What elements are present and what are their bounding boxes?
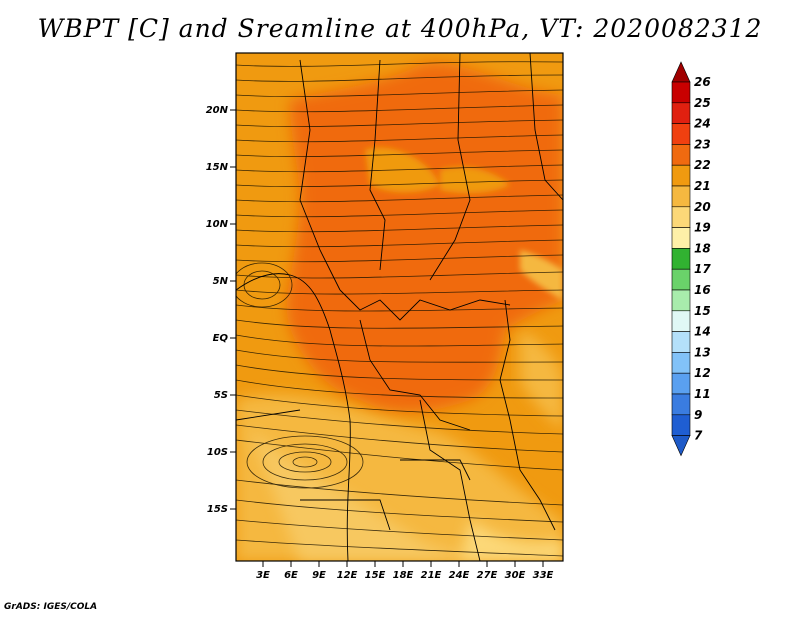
colorbar-label: 26	[694, 75, 711, 89]
colorbar-label: 9	[694, 408, 702, 422]
lon-label: 33E	[533, 570, 554, 581]
colorbar-swatch	[671, 352, 691, 374]
lon-label: 21E	[421, 570, 442, 581]
colorbar-swatch	[671, 185, 691, 208]
colorbar-label: 17	[694, 262, 711, 276]
colorbar-swatch	[671, 164, 691, 187]
colorbar-swatch	[671, 123, 691, 145]
colorbar-label: 13	[694, 345, 711, 359]
colorbar-top-triangle	[671, 61, 691, 83]
lon-label: 24E	[449, 570, 470, 581]
colorbar-swatch	[671, 81, 691, 104]
plot-frame	[235, 52, 564, 562]
lat-label: 15S	[207, 504, 228, 515]
lon-label: 9E	[312, 570, 326, 581]
lat-label: 5S	[214, 390, 228, 401]
colorbar-label: 25	[694, 96, 711, 110]
lon-label: 6E	[284, 570, 298, 581]
colorbar-label: 22	[694, 158, 711, 172]
lon-label: 27E	[477, 570, 498, 581]
colorbar-label: 12	[694, 366, 711, 380]
colorbar-swatch	[671, 310, 691, 332]
colorbar-swatch	[671, 102, 691, 124]
colorbar: 26 25 24 23 22 21 20 19 18 17 16 15 14 13 12 11 9 7	[671, 61, 711, 457]
colorbar-label: 11	[694, 387, 711, 401]
lat-axis: 20N 15N 10N 5N EQ 5S 10S 15S	[206, 105, 236, 515]
colorbar-swatch	[671, 227, 691, 249]
lon-label: 3E	[256, 570, 270, 581]
lat-label: 5N	[213, 276, 229, 287]
colorbar-label: 21	[694, 179, 711, 193]
colorbar-swatch	[671, 268, 691, 291]
colorbar-swatch	[671, 289, 691, 312]
colorbar-swatch	[671, 372, 691, 395]
lon-label: 30E	[505, 570, 526, 581]
lat-label: EQ	[213, 333, 229, 344]
colorbar-swatch	[671, 206, 691, 228]
lat-label: 10S	[207, 447, 228, 458]
colorbar-label: 23	[694, 137, 711, 151]
country-borders	[236, 53, 563, 561]
wbpt-shading	[236, 53, 563, 561]
colorbar-label: 20	[694, 200, 711, 214]
colorbar-label: 14	[694, 325, 711, 339]
colorbar-label: 7	[694, 429, 703, 443]
grads-credit: GrADS: IGES/COLA	[4, 602, 98, 612]
lon-label: 12E	[337, 570, 358, 581]
lon-label: 18E	[393, 570, 414, 581]
colorbar-label: 19	[694, 221, 711, 235]
colorbar-swatch	[671, 144, 691, 166]
colorbar-swatch	[671, 393, 691, 416]
lat-label: 15N	[206, 162, 229, 173]
colorbar-label: 16	[694, 283, 711, 297]
colorbar-bottom-triangle	[671, 435, 691, 457]
colorbar-swatch	[671, 331, 691, 353]
lat-label: 20N	[206, 105, 229, 116]
colorbar-label: 15	[694, 304, 711, 318]
colorbar-label: 18	[694, 241, 711, 255]
lon-axis: 3E 6E 9E 12E 15E 18E 21E 24E 27E 30E 33E	[256, 561, 554, 581]
colorbar-label: 24	[694, 117, 711, 131]
lon-label: 15E	[365, 570, 386, 581]
colorbar-swatch	[671, 248, 691, 270]
map-title: WBPT [C] and Sreamline at 400hPa, VT: 20…	[37, 14, 763, 43]
lat-label: 10N	[206, 219, 229, 230]
colorbar-swatch	[671, 414, 691, 436]
